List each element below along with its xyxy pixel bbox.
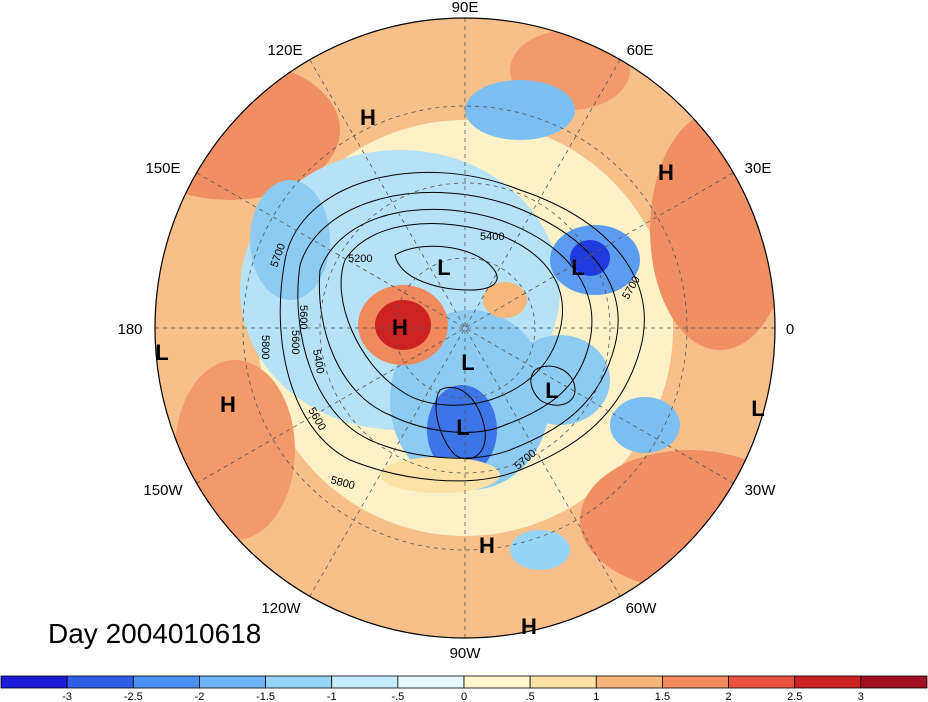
map-outline [154,17,776,639]
lon-label-30e: 30E [745,160,772,177]
high-pressure-marker: H [392,315,408,340]
colorbar-swatch [595,675,663,689]
lon-label-90w: 90W [450,645,482,662]
colorbar-tick-label: -1 [327,691,337,702]
high-pressure-marker: H [521,614,537,639]
lon-label-90e: 90E [452,0,479,16]
colorbar-tick-label: 1.5 [655,691,670,702]
colorbar-swatch [728,675,796,689]
timestamp-label: Day 2004010618 [48,618,262,649]
colorbar: -3 -2.5 -2 -1.5 -1 -.5 0 .5 1 1.5 2 2.5 3 [0,675,928,702]
low-pressure-marker: L [751,396,764,421]
high-pressure-marker: H [479,533,495,558]
colorbar-swatch [331,675,399,689]
contour-label: 5800 [259,335,271,359]
lon-label-150w: 150W [143,482,183,499]
low-pressure-marker: L [461,350,474,375]
colorbar-swatch [265,675,333,689]
colorbar-swatch [132,675,200,689]
colorbar-tick-label: 1 [593,691,599,702]
colorbar-swatch [0,675,68,689]
colorbar-swatch [463,675,531,689]
colorbar-tick-label: 0 [461,691,467,702]
low-pressure-marker: L [155,340,168,365]
colorbar-swatch [662,675,729,689]
colorbar-tick-label: -1.5 [256,691,275,702]
colorbar-tick-label: -3 [62,691,72,702]
contour-label: 5600 [289,330,301,354]
colorbar-tick-label: -2.5 [124,691,143,702]
colorbar-tick-label: 2 [726,691,732,702]
anomaly-field [155,18,775,638]
colorbar-tick-label: -2 [195,691,205,702]
contour-label: 5200 [348,253,372,265]
lon-label-60w: 60W [626,600,658,617]
colorbar-swatch [66,675,134,689]
colorbar-swatch [397,675,465,689]
high-pressure-marker: H [220,392,236,417]
colorbar-tick-label: 3 [858,691,864,702]
contour-label: 5400 [480,231,504,243]
low-pressure-marker: L [456,415,469,440]
low-pressure-marker: L [571,255,584,280]
colorbar-swatch [529,675,597,689]
colorbar-tick-label: -.5 [391,691,404,702]
lon-label-30w: 30W [745,482,777,499]
lon-label-150e: 150E [145,160,180,177]
lon-label-120w: 120W [261,600,301,617]
lon-label-180: 180 [117,321,142,338]
high-pressure-marker: H [360,105,376,130]
low-pressure-marker: L [545,378,558,403]
high-pressure-marker: H [658,160,674,185]
contour-label: 5600 [297,305,309,329]
colorbar-swatch [794,675,862,689]
lon-label-120e: 120E [267,42,302,59]
colorbar-tick-label: 2.5 [787,691,802,702]
longitude-labels: 90E 60E 30E 0 30W 60W 90W 120W 150W 180 … [117,0,794,662]
colorbar-swatch [860,675,928,689]
contour-label: 5400 [310,348,326,374]
graticule [155,18,775,638]
pressure-systems: H H L L H L L L L H L H H [155,105,764,639]
height-contours [279,171,645,482]
lon-label-60e: 60E [627,42,654,59]
colorbar-swatch [199,675,266,689]
colorbar-tick-label: .5 [526,691,535,702]
lon-label-0: 0 [786,321,794,338]
low-pressure-marker: L [437,255,450,280]
